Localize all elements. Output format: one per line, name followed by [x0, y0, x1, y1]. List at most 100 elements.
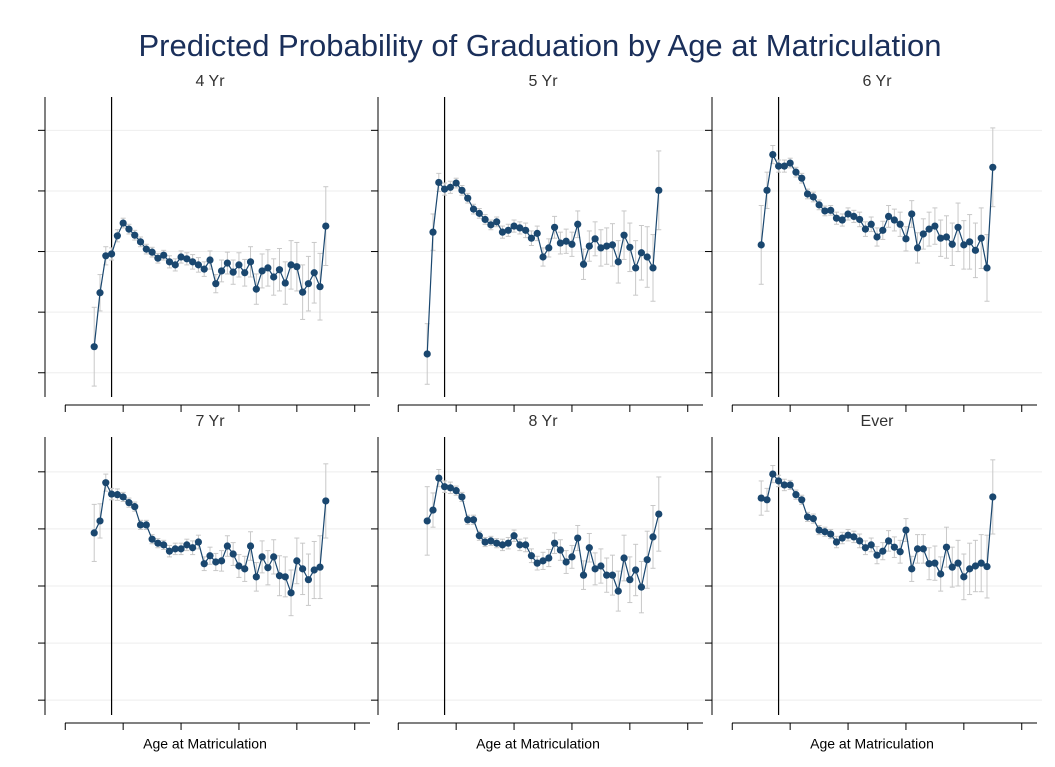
point [637, 583, 646, 591]
point [937, 570, 945, 578]
point [148, 248, 156, 256]
point [423, 350, 431, 358]
point [527, 552, 536, 560]
point [798, 496, 806, 504]
point [504, 226, 512, 234]
point [322, 497, 330, 505]
point [550, 539, 559, 547]
point [919, 230, 927, 238]
point [879, 547, 887, 555]
point [832, 538, 841, 546]
point [217, 557, 226, 565]
point [154, 254, 162, 262]
point [954, 223, 962, 231]
point [189, 258, 197, 266]
point [423, 517, 431, 525]
point [989, 163, 997, 171]
point [160, 541, 168, 549]
point [258, 267, 266, 275]
point [780, 481, 788, 489]
point [469, 516, 478, 524]
point [119, 493, 127, 501]
point [223, 259, 231, 267]
point [498, 228, 507, 236]
point [971, 246, 980, 254]
point [310, 269, 318, 277]
point [241, 269, 249, 277]
point [913, 545, 922, 553]
point [655, 186, 663, 194]
point [229, 268, 237, 276]
point [579, 571, 588, 579]
point [890, 543, 898, 551]
point [902, 526, 910, 534]
point [148, 535, 156, 543]
point [626, 243, 634, 251]
point [632, 566, 640, 574]
point [861, 225, 870, 233]
point [989, 493, 997, 501]
point [446, 484, 454, 492]
point [585, 242, 593, 250]
point [481, 538, 489, 546]
point [539, 557, 547, 565]
point [803, 513, 812, 521]
point [574, 534, 582, 542]
point [960, 241, 968, 249]
point [194, 538, 203, 546]
point [626, 576, 634, 584]
point [171, 261, 179, 269]
point [838, 216, 846, 224]
point [299, 565, 307, 573]
point [527, 234, 536, 242]
point [264, 564, 272, 572]
panel-title: 8 Yr [528, 413, 558, 430]
point [786, 481, 794, 489]
point [925, 225, 933, 233]
point [792, 168, 800, 176]
point [960, 573, 968, 581]
point [293, 263, 301, 271]
point [856, 215, 864, 224]
point [310, 566, 318, 574]
point [429, 228, 437, 236]
point [908, 565, 916, 573]
point [475, 209, 483, 217]
point [649, 264, 657, 272]
point [591, 565, 599, 573]
point [452, 487, 460, 495]
point [102, 252, 110, 260]
point [304, 576, 313, 584]
point [890, 216, 898, 224]
x-axis-label: Age at Matriculation [476, 736, 600, 752]
point [481, 215, 489, 224]
point [183, 541, 191, 549]
point [966, 238, 974, 246]
point [620, 231, 628, 239]
panel-title: 7 Yr [195, 413, 225, 430]
point [821, 207, 829, 215]
point [504, 539, 512, 547]
point [223, 542, 231, 550]
point [786, 159, 794, 167]
point [954, 559, 962, 567]
point [873, 551, 881, 559]
point [252, 573, 260, 581]
point [942, 233, 951, 241]
point [931, 559, 939, 567]
point [281, 573, 289, 581]
point [533, 559, 541, 567]
point [270, 553, 278, 561]
point [896, 548, 904, 556]
point [493, 539, 501, 547]
point [977, 559, 985, 567]
point [850, 212, 858, 220]
point [464, 516, 472, 524]
point [763, 186, 771, 194]
point [125, 499, 133, 507]
point [189, 544, 197, 552]
point [200, 560, 208, 568]
point [183, 255, 191, 263]
point [608, 241, 617, 249]
point [591, 235, 599, 243]
